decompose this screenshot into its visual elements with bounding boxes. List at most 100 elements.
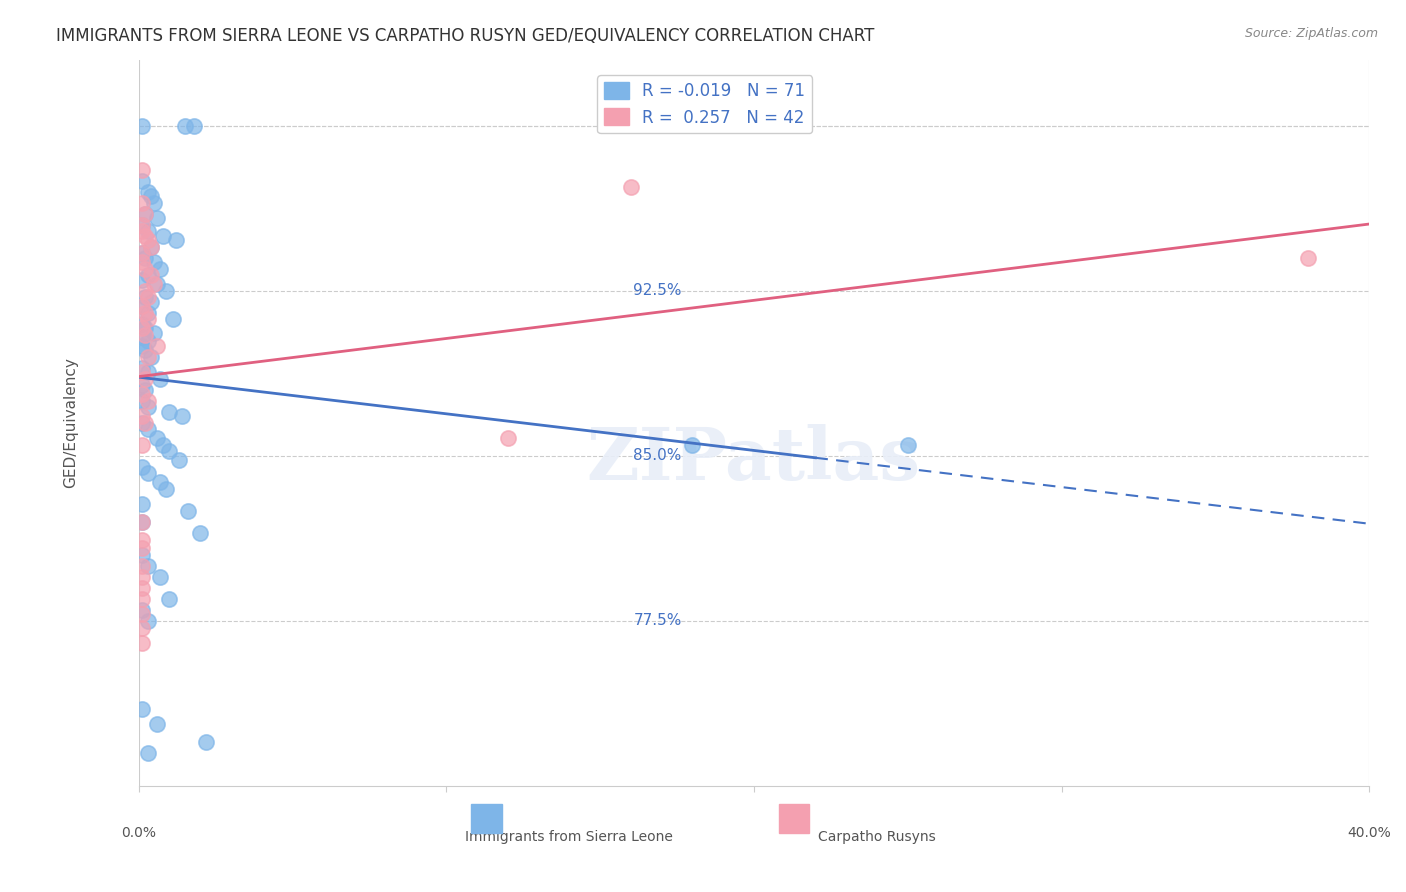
- Point: [131, 246, 153, 260]
- Point: [131, 541, 153, 556]
- Point: [155, 284, 177, 298]
- Point: [134, 261, 156, 276]
- Point: [131, 515, 153, 529]
- Point: [134, 416, 156, 430]
- Point: [131, 119, 153, 133]
- Point: [131, 365, 153, 379]
- Point: [131, 195, 153, 210]
- Point: [131, 339, 153, 353]
- Point: [1296, 251, 1319, 265]
- Point: [134, 372, 156, 386]
- Bar: [471, 805, 502, 833]
- Point: [134, 284, 156, 298]
- Point: [159, 444, 181, 458]
- Point: [159, 405, 181, 419]
- Point: [131, 393, 153, 408]
- Point: [131, 224, 153, 238]
- Point: [131, 438, 153, 452]
- Point: [131, 255, 153, 269]
- Text: GED/Equivalency: GED/Equivalency: [63, 358, 79, 488]
- Bar: [779, 805, 810, 833]
- Point: [131, 321, 153, 335]
- Point: [134, 321, 156, 335]
- Point: [143, 326, 166, 340]
- Point: [143, 195, 166, 210]
- Point: [146, 339, 169, 353]
- Point: [134, 251, 156, 265]
- Point: [136, 185, 159, 199]
- Point: [136, 393, 159, 408]
- Point: [134, 290, 156, 304]
- Point: [146, 277, 169, 292]
- Point: [170, 409, 193, 424]
- Point: [131, 387, 153, 401]
- Point: [146, 431, 169, 445]
- Point: [134, 343, 156, 358]
- Point: [134, 207, 156, 221]
- Point: [131, 548, 153, 562]
- Point: [165, 233, 187, 247]
- Text: 0.0%: 0.0%: [121, 826, 156, 839]
- Point: [131, 218, 153, 232]
- Point: [195, 735, 218, 749]
- Point: [136, 290, 159, 304]
- Point: [149, 475, 172, 490]
- Point: [136, 365, 159, 379]
- Point: [152, 228, 174, 243]
- Point: [149, 570, 172, 584]
- Point: [134, 207, 156, 221]
- Point: [897, 438, 920, 452]
- Legend: R = -0.019   N = 71, R =  0.257   N = 42: R = -0.019 N = 71, R = 0.257 N = 42: [598, 75, 813, 133]
- Point: [136, 268, 159, 283]
- Point: [131, 459, 153, 474]
- Text: 100.0%: 100.0%: [633, 118, 692, 133]
- Point: [136, 558, 159, 573]
- Point: [136, 467, 159, 481]
- Point: [131, 603, 153, 617]
- Point: [139, 268, 162, 283]
- Point: [139, 189, 162, 203]
- Text: Source: ZipAtlas.com: Source: ZipAtlas.com: [1244, 27, 1378, 40]
- Point: [146, 211, 169, 226]
- Point: [131, 581, 153, 595]
- Point: [136, 233, 159, 247]
- Point: [136, 312, 159, 326]
- Point: [131, 515, 153, 529]
- Point: [162, 312, 184, 326]
- Point: [131, 702, 153, 716]
- Point: [131, 416, 153, 430]
- Point: [136, 306, 159, 320]
- Point: [131, 273, 153, 287]
- Text: Carpatho Rusyns: Carpatho Rusyns: [818, 830, 936, 844]
- Point: [159, 592, 181, 607]
- Text: 92.5%: 92.5%: [633, 284, 682, 298]
- Point: [136, 334, 159, 349]
- Point: [681, 438, 703, 452]
- Point: [173, 119, 195, 133]
- Point: [131, 317, 153, 331]
- Point: [139, 240, 162, 254]
- Text: ZIPatlas: ZIPatlas: [586, 424, 921, 495]
- Point: [136, 224, 159, 238]
- Point: [167, 453, 190, 467]
- Point: [152, 438, 174, 452]
- Text: 85.0%: 85.0%: [633, 449, 682, 463]
- Point: [131, 218, 153, 232]
- Point: [136, 401, 159, 415]
- Point: [131, 607, 153, 622]
- Point: [134, 306, 156, 320]
- Point: [143, 277, 166, 292]
- Point: [131, 570, 153, 584]
- Point: [139, 294, 162, 309]
- Point: [136, 350, 159, 364]
- Point: [143, 255, 166, 269]
- Point: [188, 525, 211, 540]
- Point: [131, 409, 153, 424]
- Point: [131, 592, 153, 607]
- Point: [139, 240, 162, 254]
- Point: [134, 383, 156, 397]
- Text: 77.5%: 77.5%: [633, 614, 682, 629]
- Point: [149, 372, 172, 386]
- Text: 40.0%: 40.0%: [1347, 826, 1391, 839]
- Point: [131, 299, 153, 313]
